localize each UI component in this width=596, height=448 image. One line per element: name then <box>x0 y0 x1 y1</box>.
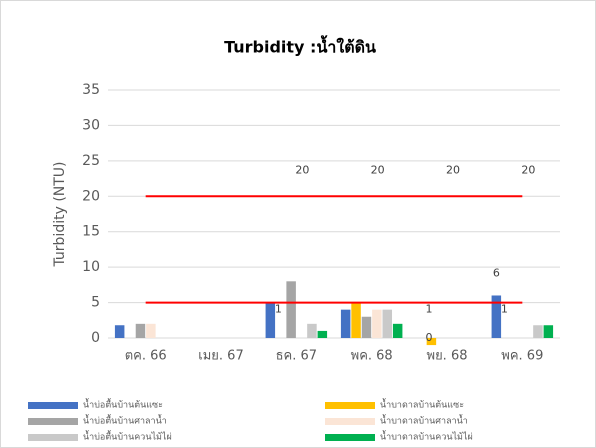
x-tick-label: ตค. 66 <box>125 349 167 364</box>
y-tick-label: 10 <box>82 259 100 275</box>
x-tick-label: พค. 68 <box>351 349 393 364</box>
annotation: 1 <box>501 303 508 316</box>
chart-title: Turbidity :น้ำใต้ดิน <box>224 35 376 57</box>
legend-label: น้ำบาดาลบ้านศาลาน้ำ <box>380 414 468 427</box>
data-label: 6 <box>493 266 500 279</box>
legend-swatch <box>325 418 375 425</box>
bar <box>426 338 437 346</box>
legend-swatch <box>28 434 78 441</box>
legend-swatch <box>28 418 78 425</box>
bar <box>491 295 502 338</box>
bar <box>340 309 351 338</box>
bar <box>351 302 361 338</box>
legend-label: น้ำบาดาลบ้านต้นแซะ <box>380 398 464 411</box>
y-tick-label: 35 <box>82 82 100 98</box>
bar <box>307 323 317 338</box>
annotation: 1 <box>426 303 433 316</box>
legend-swatch <box>28 402 78 409</box>
bar <box>361 316 372 338</box>
y-axis-label: Turbidity (NTU) <box>52 161 68 267</box>
x-tick-label: พค. 69 <box>501 349 543 364</box>
y-tick-label: 25 <box>82 153 100 169</box>
bar <box>265 302 276 338</box>
bar <box>135 323 146 338</box>
y-tick-label: 20 <box>82 188 100 204</box>
annotation: 1 <box>275 303 282 316</box>
x-tick-label: ธค. 67 <box>276 349 317 364</box>
x-tick-label: พย. 68 <box>427 349 468 364</box>
legend-label: น้ำบาดาลบ้านควนไม้ไผ่ <box>380 430 473 443</box>
annotation: 0 <box>426 331 433 344</box>
y-tick-label: 15 <box>82 224 100 240</box>
bar <box>286 281 296 338</box>
legend-label: น้ำบ่อตื้นบ้านต้นแซะ <box>83 398 163 411</box>
bar <box>543 325 554 338</box>
bar <box>392 323 403 338</box>
bar <box>317 330 328 338</box>
bar <box>533 325 543 338</box>
legend-swatch <box>325 434 375 441</box>
data-label: 20 <box>521 163 535 176</box>
y-tick-label: 0 <box>91 330 100 346</box>
legend-label: น้ำบ่อตื้นบ้านศาลาน้ำ <box>83 414 167 427</box>
y-tick-label: 30 <box>82 117 100 133</box>
data-label: 20 <box>446 163 460 176</box>
data-label: 20 <box>295 163 309 176</box>
bar <box>146 323 156 338</box>
legend-label: น้ำบ่อตื้นบ้านควนไม้ไผ่ <box>83 430 172 443</box>
bar <box>382 309 393 338</box>
bar <box>372 309 382 338</box>
y-tick-label: 5 <box>91 295 100 311</box>
x-tick-label: เมย. 67 <box>198 349 243 364</box>
legend-swatch <box>325 402 375 409</box>
data-label: 20 <box>371 163 385 176</box>
bar <box>114 325 125 338</box>
